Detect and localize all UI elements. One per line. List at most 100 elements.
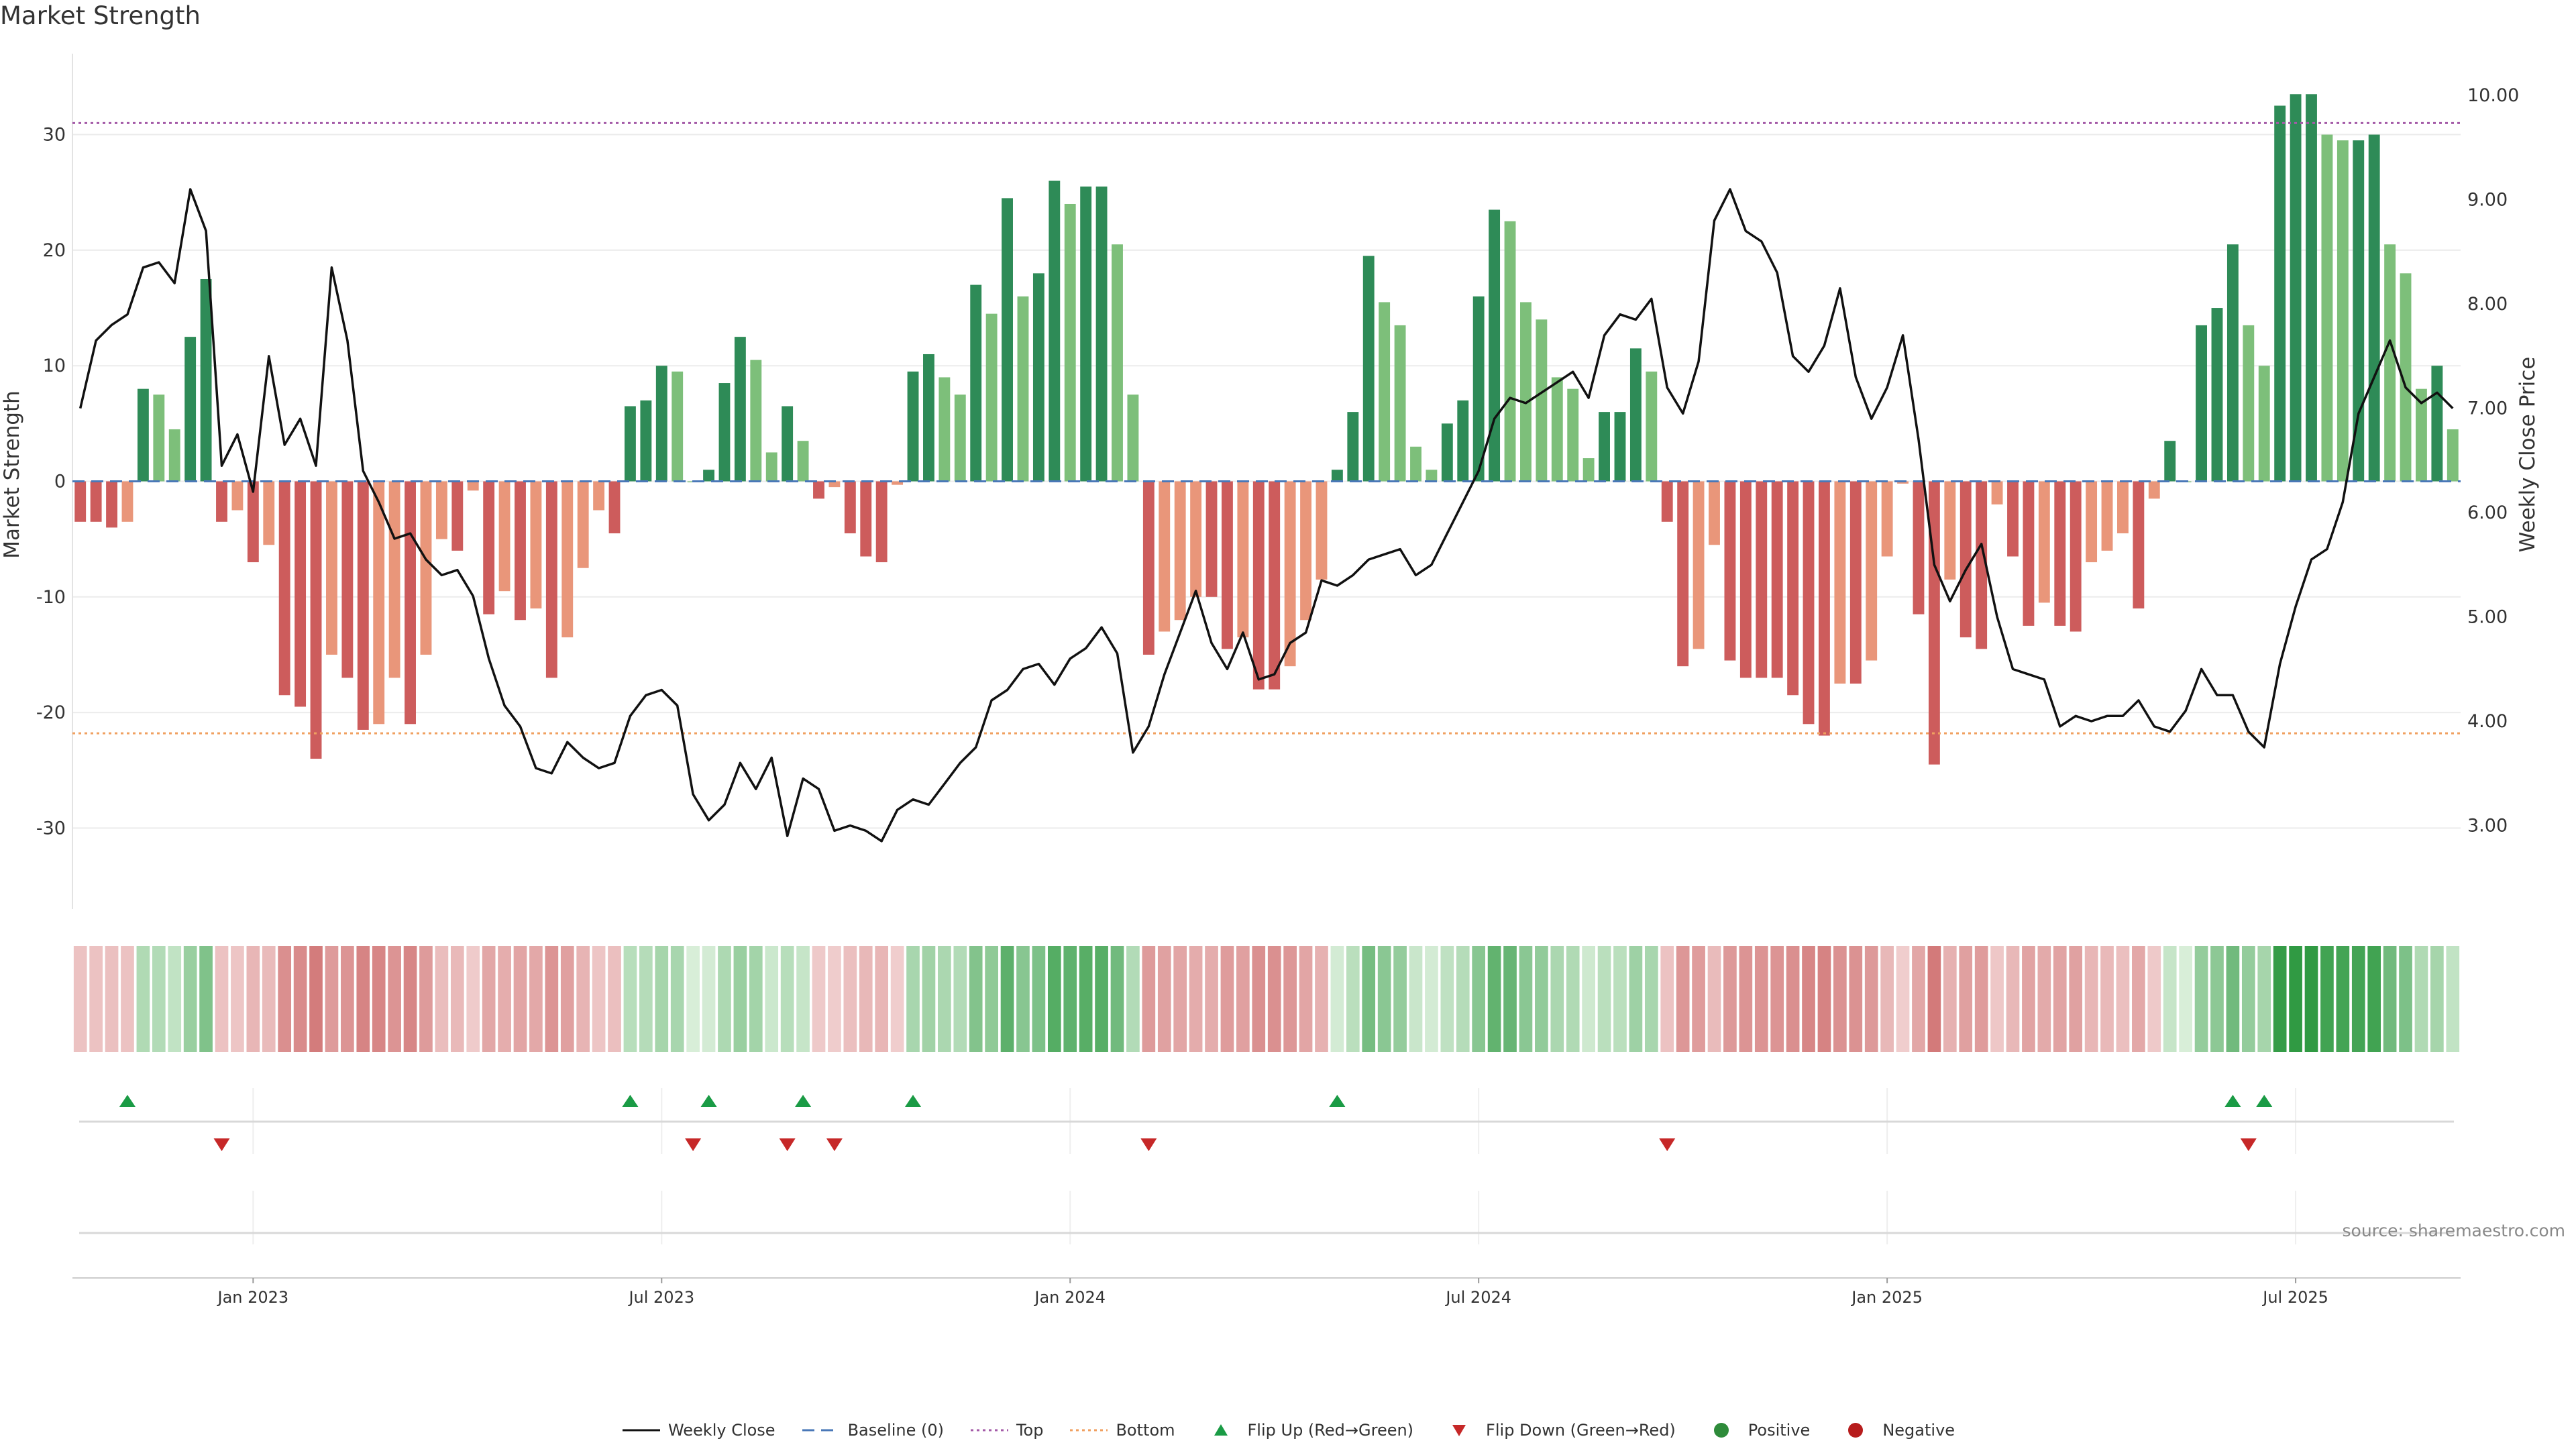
strength-bar [1032, 273, 1044, 482]
legend-positive[interactable]: Positive [1701, 1421, 1810, 1440]
strip-cell-negative [1974, 946, 1988, 1052]
strip-cell-positive [985, 946, 998, 1052]
strength-bar [2117, 481, 2129, 534]
strength-bar [1771, 481, 1783, 678]
strip-cell-negative [513, 946, 527, 1052]
strip-cell-positive [2446, 946, 2460, 1052]
strip-cell-negative [356, 946, 370, 1052]
strip-cell-positive [623, 946, 637, 1052]
strip-cell-negative [403, 946, 417, 1052]
strip-cell-negative [2069, 946, 2083, 1052]
strip-cell-negative [450, 946, 464, 1052]
strip-cell-negative [2132, 946, 2145, 1052]
strip-cell-negative [1692, 946, 1705, 1052]
strip-cell-positive [2414, 946, 2428, 1052]
strip-cell-negative [828, 946, 841, 1052]
strength-bar [625, 406, 636, 482]
strength-bar [907, 371, 919, 482]
strip-cell-positive [2226, 946, 2240, 1052]
strength-bar [2384, 244, 2396, 482]
legend-flip-down[interactable]: Flip Down (Green→Red) [1439, 1421, 1676, 1440]
strip-cell-positive [2336, 946, 2350, 1052]
legend-top[interactable]: Top [969, 1421, 1044, 1440]
flip-down-marker [2240, 1138, 2257, 1151]
strength-bar [2023, 481, 2035, 626]
strip-cell-positive [2399, 946, 2412, 1052]
strip-cell-negative [466, 946, 480, 1052]
triangle-up-icon [1201, 1422, 1241, 1438]
flip-down-marker [1659, 1138, 1676, 1151]
strip-cell-negative [1880, 946, 1894, 1052]
strip-cell-positive [2383, 946, 2397, 1052]
right-tick-label: 4.00 [2467, 711, 2508, 732]
legend-weekly-close[interactable]: Weekly Close [621, 1421, 775, 1440]
bars-layer [74, 94, 2459, 765]
strength-bar [718, 383, 731, 482]
x-tick-label: Jul 2024 [1444, 1288, 1511, 1307]
strip-cell-negative [2084, 946, 2098, 1052]
strength-bar [200, 278, 212, 482]
strip-cell-positive [749, 946, 763, 1052]
source-note: source: sharemaestro.com [2342, 1221, 2566, 1240]
strength-bar [294, 481, 307, 707]
strength-bar [875, 481, 888, 563]
strip-cell-positive [1346, 946, 1360, 1052]
strip-cell-negative [1660, 946, 1674, 1052]
strip-cell-positive [1362, 946, 1376, 1052]
strength-bar [703, 470, 714, 482]
strength-bar [985, 313, 998, 482]
strength-bar [765, 452, 777, 482]
strength-bar [1787, 481, 1799, 696]
strip-cell-positive [1377, 946, 1391, 1052]
right-tick-label: 10.00 [2467, 85, 2519, 106]
strength-bar [1331, 470, 1343, 482]
strength-bar [813, 481, 824, 499]
strip-cell-positive [1535, 946, 1548, 1052]
strength-bar [530, 481, 542, 609]
strip-cell-negative [1833, 946, 1847, 1052]
strip-cell-negative [341, 946, 354, 1052]
legend-negative[interactable]: Negative [1835, 1421, 1955, 1440]
legend-label: Flip Down (Green→Red) [1486, 1421, 1676, 1440]
legend-label: Top [1016, 1421, 1044, 1440]
strength-bar [1629, 348, 1642, 482]
strength-bar [2306, 94, 2317, 482]
strip-cell-positive [2257, 946, 2271, 1052]
strength-bar [2226, 244, 2239, 482]
right-tick-label: 9.00 [2467, 190, 2508, 211]
strip-cell-negative [73, 946, 87, 1052]
strength-bar [2337, 140, 2349, 482]
strip-cell-positive [1110, 946, 1124, 1052]
strength-bar [734, 337, 746, 482]
strength-bar [2101, 481, 2113, 551]
strength-bar [2431, 366, 2443, 482]
strength-bar [1049, 180, 1061, 482]
legend-flip-up[interactable]: Flip Up (Red→Green) [1201, 1421, 1413, 1440]
strength-bar [1693, 481, 1705, 649]
strength-bar [2133, 481, 2145, 609]
strength-bar [1646, 371, 1658, 482]
strip-cell-positive [2273, 946, 2287, 1052]
strip-cell-negative [1142, 946, 1156, 1052]
strength-bar [1724, 481, 1736, 661]
strength-bar [2070, 481, 2082, 632]
strip-cell-negative [1723, 946, 1737, 1052]
strip-cell-negative [1707, 946, 1721, 1052]
strength-bar [1614, 412, 1626, 482]
strength-bar [844, 481, 856, 534]
strip-cell-positive [2289, 946, 2302, 1052]
strength-bar [467, 481, 479, 491]
strip-cell-positive [2430, 946, 2444, 1052]
strip-cell-negative [576, 946, 590, 1052]
legend: Weekly Close Baseline (0) Top Bottom Fli… [0, 1421, 2576, 1440]
strength-bar [1834, 481, 1846, 684]
strength-bar [451, 481, 464, 551]
strength-bar [263, 481, 275, 545]
strength-bar [1300, 481, 1311, 621]
strength-bar [1881, 481, 1893, 557]
strength-bar [1284, 481, 1296, 667]
legend-baseline[interactable]: Baseline (0) [801, 1421, 944, 1440]
strip-cell-negative [1189, 946, 1203, 1052]
legend-bottom[interactable]: Bottom [1069, 1421, 1175, 1440]
strip-cell-negative [1770, 946, 1784, 1052]
